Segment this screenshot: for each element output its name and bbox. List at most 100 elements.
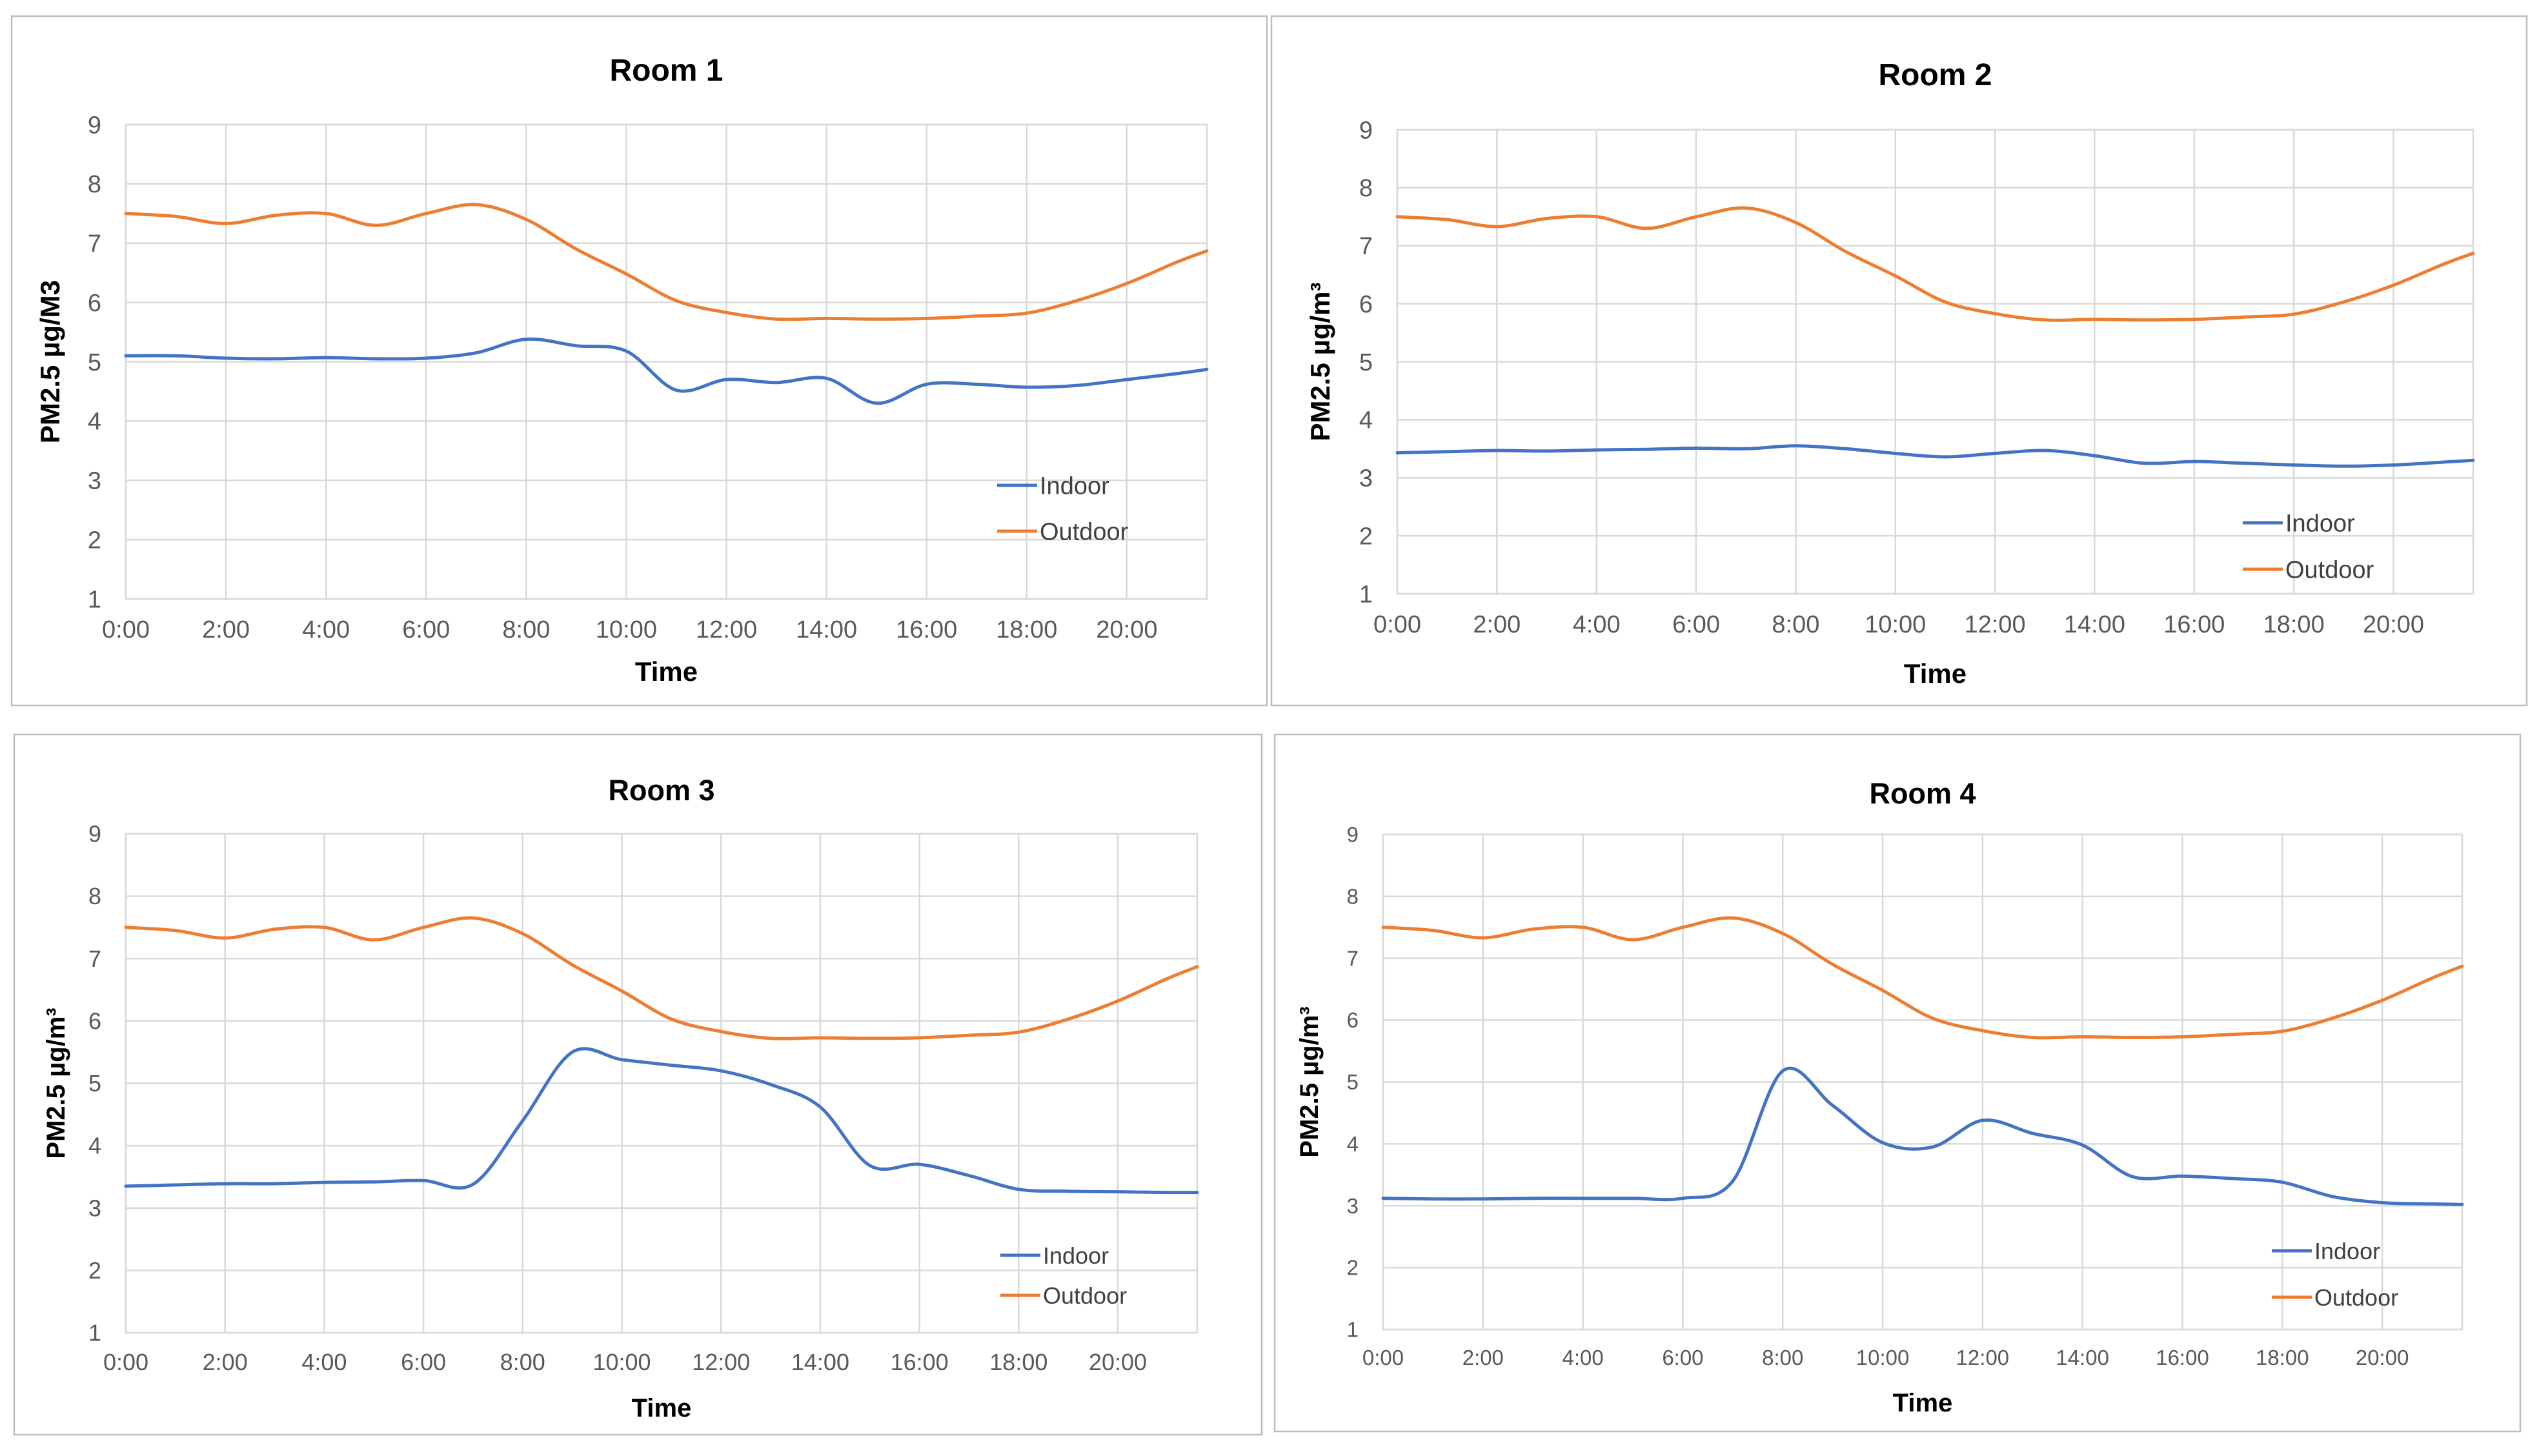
y-tick-label: 7: [88, 945, 101, 972]
y-tick-label: 1: [88, 1320, 101, 1346]
y-axis-title: PM2.5 µg/m³: [1295, 1006, 1324, 1157]
series-line-outdoor: [1395, 206, 2475, 322]
x-tick-label: 10:00: [592, 1349, 651, 1375]
x-tick-label: 16:00: [2163, 611, 2225, 638]
x-tick-label: 12:00: [692, 1349, 750, 1375]
x-tick-label: 12:00: [696, 616, 757, 643]
x-tick-label: 14:00: [2056, 1346, 2109, 1370]
x-tick-label: 2:00: [1462, 1346, 1504, 1370]
x-tick-label: 18:00: [989, 1349, 1047, 1375]
legend-label-outdoor: Outdoor: [2314, 1284, 2398, 1311]
legend-label-outdoor: Outdoor: [2285, 557, 2374, 584]
y-tick-label: 5: [88, 349, 101, 376]
y-tick-label: 7: [1347, 946, 1359, 970]
x-tick-label: 6:00: [1662, 1346, 1703, 1370]
x-tick-label: 8:00: [1762, 1346, 1803, 1370]
x-tick-label: 6:00: [401, 1349, 446, 1375]
x-tick-label: 8:00: [502, 616, 550, 643]
x-axis-title: Time: [1904, 658, 1967, 689]
x-tick-label: 12:00: [1965, 611, 2026, 638]
x-tick-label: 8:00: [1772, 611, 1819, 638]
x-tick-label: 12:00: [1956, 1346, 2010, 1370]
x-tick-label: 0:00: [1362, 1346, 1404, 1370]
series-line-indoor: [1395, 444, 2475, 468]
x-tick-label: 14:00: [2064, 611, 2125, 638]
y-tick-label: 6: [88, 1007, 101, 1034]
chart-panel-room-2: 1 2 3 4 5 6 7 8 9 0:00 2:00 4:00 6:00 8:00 10:00 12:00 1…: [1270, 15, 2528, 707]
y-tick-label: 3: [88, 1195, 101, 1221]
series-line-indoor: [124, 337, 1209, 405]
series-line-indoor: [124, 1047, 1199, 1195]
y-tick-label: 5: [1347, 1070, 1359, 1094]
x-tick-label: 4:00: [1562, 1346, 1604, 1370]
chart-panel-room-4: 1 2 3 4 5 6 7 8 9 0:00 2:00 4:00 6:00 8:00 10:00 12:00 1…: [1273, 733, 2522, 1433]
y-tick-label: 2: [1359, 523, 1373, 550]
y-tick-label: 7: [88, 230, 101, 258]
x-tick-label: 10:00: [1865, 611, 1926, 638]
series-line-indoor: [1381, 1066, 2464, 1206]
x-tick-label: 18:00: [2263, 611, 2325, 638]
y-tick-label: 2: [1347, 1256, 1359, 1280]
y-tick-label: 9: [88, 821, 101, 847]
x-tick-label: 0:00: [102, 616, 150, 643]
y-tick-label: 8: [1359, 175, 1373, 202]
x-tick-label: 6:00: [1672, 611, 1720, 638]
x-tick-label: 4:00: [1573, 611, 1621, 638]
y-tick-label: 1: [1347, 1318, 1359, 1342]
y-tick-label: 5: [88, 1070, 101, 1097]
chart-title: Room 1: [609, 54, 723, 88]
x-tick-label: 6:00: [402, 616, 450, 643]
series-line-outdoor: [1381, 916, 2464, 1040]
y-tick-label: 2: [88, 1257, 101, 1284]
legend-label-indoor: Indoor: [2314, 1238, 2380, 1264]
x-tick-label: 18:00: [996, 616, 1057, 643]
y-tick-label: 8: [88, 171, 101, 198]
y-tick-label: 3: [88, 468, 101, 495]
x-axis-title: Time: [632, 1394, 692, 1422]
chart-title: Room 3: [608, 774, 714, 807]
series-line-outdoor: [124, 916, 1199, 1040]
y-tick-label: 4: [88, 1133, 101, 1159]
y-tick-label: 3: [1359, 465, 1373, 492]
x-tick-label: 0:00: [1373, 611, 1421, 638]
x-tick-label: 2:00: [1473, 611, 1521, 638]
chart-panel-room-1: 1 2 3 4 5 6 7 8 9 0:00 2:00 4:00 6:00 8:00 10:00 12:00 1…: [10, 15, 1268, 707]
x-tick-label: 10:00: [596, 616, 657, 643]
y-tick-label: 8: [1347, 884, 1359, 908]
y-tick-label: 6: [1347, 1008, 1359, 1032]
x-tick-label: 16:00: [891, 1349, 949, 1375]
y-tick-label: 8: [88, 883, 101, 909]
y-tick-label: 9: [1359, 117, 1373, 144]
y-axis-title: PM2.5 µg/M3: [35, 280, 65, 443]
y-axis-title: PM2.5 µg/m³: [1305, 283, 1335, 441]
x-tick-label: 2:00: [202, 616, 250, 643]
y-tick-label: 7: [1359, 233, 1373, 260]
x-tick-label: 10:00: [1856, 1346, 1910, 1370]
chart-title: Room 4: [1869, 777, 1976, 810]
x-tick-label: 20:00: [1096, 616, 1157, 643]
x-tick-label: 14:00: [791, 1349, 849, 1375]
y-tick-label: 4: [88, 409, 101, 436]
chart-title: Room 2: [1878, 58, 1992, 92]
x-tick-label: 16:00: [2156, 1346, 2209, 1370]
y-axis-title: PM2.5 µg/m³: [42, 1007, 70, 1158]
y-tick-label: 4: [1347, 1132, 1359, 1156]
y-tick-label: 4: [1359, 407, 1373, 434]
x-tick-label: 4:00: [301, 1349, 347, 1375]
legend-label-outdoor: Outdoor: [1040, 519, 1129, 546]
x-tick-label: 8:00: [500, 1349, 545, 1375]
x-tick-label: 2:00: [203, 1349, 248, 1375]
x-tick-label: 0:00: [103, 1349, 148, 1375]
y-tick-label: 9: [1347, 823, 1359, 847]
series-line-outdoor: [124, 203, 1209, 321]
chart-panel-room-3: 1 2 3 4 5 6 7 8 9 0:00 2:00 4:00 6:00 8:00 10:00 12:00 1…: [13, 733, 1263, 1436]
y-tick-label: 3: [1347, 1194, 1359, 1218]
legend-label-outdoor: Outdoor: [1043, 1282, 1127, 1309]
legend-label-indoor: Indoor: [2285, 511, 2355, 538]
x-tick-label: 16:00: [896, 616, 957, 643]
y-tick-label: 6: [1359, 291, 1373, 318]
x-tick-label: 20:00: [2356, 1346, 2409, 1370]
x-tick-label: 14:00: [796, 616, 857, 643]
legend-label-indoor: Indoor: [1040, 473, 1109, 500]
